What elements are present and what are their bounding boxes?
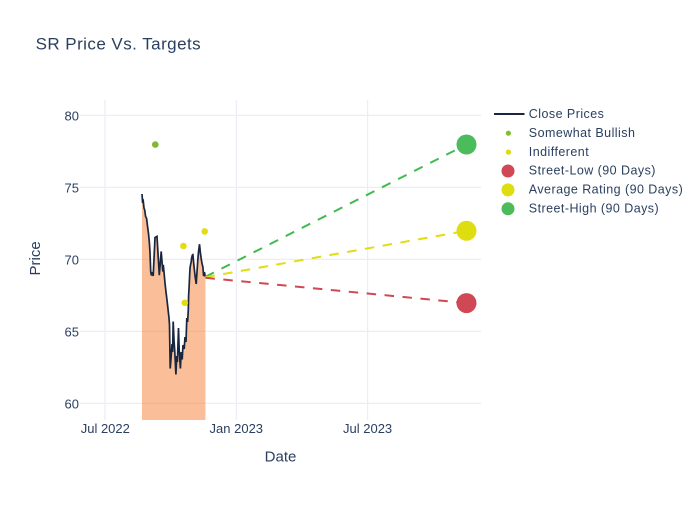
svg-text:Average Rating (90 Days): Average Rating (90 Days)	[529, 183, 683, 197]
svg-text:SR Price Vs. Targets: SR Price Vs. Targets	[36, 35, 202, 54]
svg-text:Jul 2022: Jul 2022	[81, 421, 130, 436]
svg-text:Close Prices: Close Prices	[529, 107, 605, 121]
svg-text:Price: Price	[27, 241, 44, 275]
svg-text:Date: Date	[265, 449, 297, 466]
svg-text:Jan 2023: Jan 2023	[210, 421, 264, 436]
svg-text:70: 70	[65, 253, 79, 268]
svg-text:Somewhat Bullish: Somewhat Bullish	[529, 126, 636, 140]
svg-text:Street-Low (90 Days): Street-Low (90 Days)	[529, 164, 656, 178]
svg-text:Street-High (90 Days): Street-High (90 Days)	[529, 202, 659, 216]
svg-text:65: 65	[65, 325, 79, 340]
svg-text:75: 75	[65, 181, 79, 196]
svg-text:Jul 2023: Jul 2023	[343, 421, 392, 436]
svg-text:Indifferent: Indifferent	[529, 145, 589, 159]
svg-text:60: 60	[65, 397, 79, 412]
svg-text:80: 80	[65, 109, 79, 124]
